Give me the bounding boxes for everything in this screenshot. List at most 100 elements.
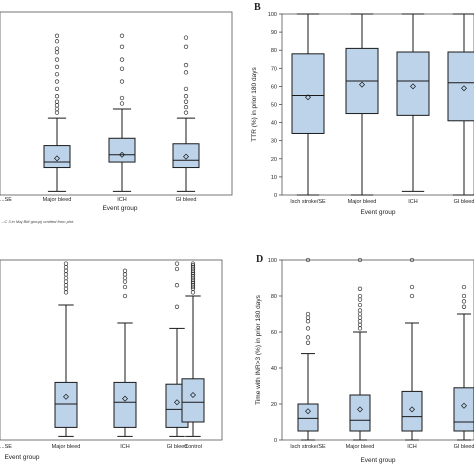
x-axis-title: Event group	[102, 205, 137, 212]
outlier-point	[54, 94, 60, 99]
x-category-label: ...SE	[0, 444, 12, 450]
outlier-point	[357, 319, 363, 324]
x-category-label: ...SE	[0, 197, 12, 203]
outlier-point	[174, 261, 180, 266]
outlier-point	[54, 50, 60, 55]
panel-b: 0 10 20 30 40 50 60 70 80 90 100 Isch stroke/SE Majo…	[251, 2, 474, 216]
y-tick-label: 30	[271, 139, 277, 145]
panel-letter: B	[254, 2, 261, 13]
panel-letter: D	[256, 254, 263, 265]
x-category-label: ICH	[408, 199, 418, 205]
outlier-point	[305, 315, 311, 320]
box-3	[447, 13, 474, 196]
iqr-box	[108, 137, 136, 163]
mean-marker	[183, 153, 189, 160]
x-axis-title: Event group	[4, 454, 39, 461]
outlier-point	[183, 35, 189, 40]
x-category-label: Isch stroke/SE	[290, 444, 326, 450]
box-3	[172, 35, 200, 192]
outlier-point	[54, 106, 60, 112]
x-category-label: GI bleed	[167, 444, 188, 450]
outlier-point	[54, 46, 60, 51]
outlier-point	[461, 299, 467, 304]
outlier-point	[63, 275, 69, 281]
mean-marker	[359, 81, 365, 88]
mean-marker	[122, 395, 128, 402]
x-axis-title: Event group	[360, 209, 395, 216]
box-0	[291, 13, 325, 196]
box-2	[113, 268, 137, 437]
mean-marker	[174, 399, 180, 406]
iqr-box	[447, 51, 474, 122]
y-tick-label: 90	[271, 30, 277, 36]
outlier-point	[305, 311, 311, 317]
mean-marker	[119, 151, 125, 158]
y-tick-label: 0	[274, 438, 277, 444]
outlier-point	[174, 266, 180, 272]
box-3	[453, 284, 474, 441]
x-category-label: GI bleed	[176, 197, 197, 203]
outlier-point	[357, 302, 363, 308]
outlier-point	[183, 105, 189, 110]
iqr-box	[181, 378, 205, 423]
iqr-box	[172, 143, 200, 169]
outlier-point	[305, 340, 311, 345]
outlier-point	[183, 94, 189, 99]
outlier-point	[54, 72, 60, 77]
mean-marker	[305, 408, 311, 415]
outlier-point	[54, 103, 60, 108]
iqr-box	[43, 145, 71, 169]
iqr-box	[349, 394, 371, 432]
box-2	[401, 257, 423, 441]
y-tick-label: 80	[271, 294, 277, 300]
outlier-point	[357, 308, 363, 313]
outlier-point	[357, 293, 363, 299]
outlier-point	[357, 311, 363, 317]
outlier-point	[357, 286, 363, 291]
outlier-point	[183, 70, 189, 75]
panel-d: 0 20 40 60 80 100 Isch stroke/SE Major bleed ICH…	[255, 254, 474, 464]
plot-frame	[0, 259, 223, 441]
outlier-point	[122, 293, 128, 299]
outlier-point	[63, 265, 69, 270]
outlier-point	[54, 33, 60, 38]
outlier-point	[409, 284, 415, 290]
iqr-box	[291, 53, 325, 134]
outlier-point	[63, 290, 69, 295]
outlier-point	[357, 326, 363, 331]
x-category-label: Major bleed	[348, 199, 377, 205]
box-2	[108, 33, 136, 192]
outlier-point	[409, 293, 415, 299]
outlier-point	[183, 62, 189, 68]
y-tick-label: 20	[271, 157, 277, 163]
outlier-point	[119, 101, 125, 106]
outlier-point	[305, 335, 311, 340]
outlier-point	[305, 257, 311, 263]
outlier-point	[183, 44, 189, 49]
plot-frame	[0, 11, 233, 196]
outlier-point	[122, 268, 128, 273]
outlier-point	[119, 79, 125, 84]
outlier-point	[63, 286, 69, 291]
outlier-point	[119, 57, 125, 62]
outlier-point	[122, 275, 128, 281]
x-category-label: Major bleed	[43, 197, 72, 203]
box-1	[349, 257, 371, 441]
outlier-point	[54, 86, 60, 92]
outlier-point	[357, 315, 363, 320]
box-1	[43, 33, 71, 192]
outlier-point	[183, 99, 189, 104]
outlier-point	[183, 86, 189, 92]
outlier-point	[63, 272, 69, 277]
iqr-box	[401, 390, 423, 432]
outlier-point	[461, 293, 467, 299]
outlier-point	[122, 284, 128, 290]
outlier-point	[54, 39, 60, 44]
outlier-point	[305, 326, 311, 331]
y-tick-label: 40	[271, 366, 277, 372]
mean-marker	[305, 94, 311, 101]
y-tick-label: 80	[271, 48, 277, 54]
outlier-point	[174, 304, 180, 309]
outlier-point	[54, 57, 60, 62]
outlier-point	[63, 283, 69, 288]
